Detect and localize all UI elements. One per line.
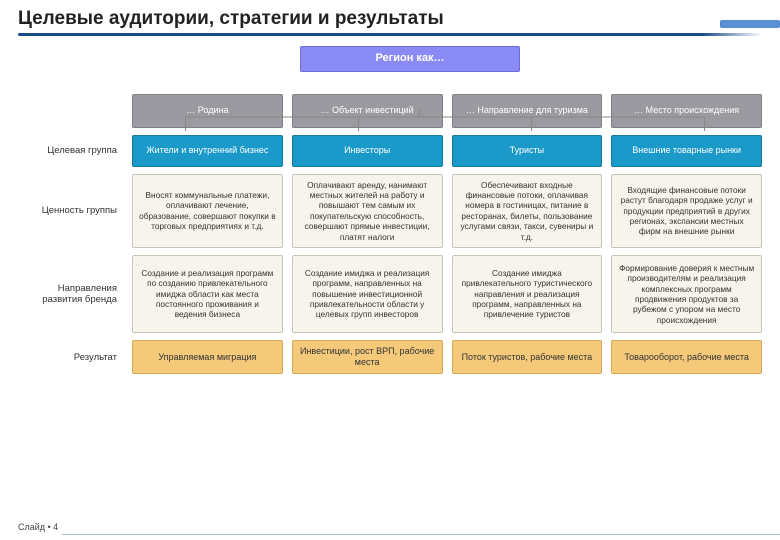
target-3: Внешние товарные рынки <box>611 135 762 167</box>
title-bar: Целевые аудитории, стратегии и результат… <box>0 0 780 40</box>
target-0: Жители и внутренний бизнес <box>132 135 283 167</box>
result-1: Инвестиции, рост ВРП, рабочие места <box>292 340 443 375</box>
value-3: Входящие финансовые потоки растут благод… <box>611 174 762 248</box>
root-box: Регион как… <box>300 46 520 72</box>
row-label-value: Ценность группы <box>18 174 123 248</box>
page-title: Целевые аудитории, стратегии и результат… <box>18 8 762 30</box>
footer-line <box>62 534 780 536</box>
slide-footer: Слайд • 4 <box>18 522 58 532</box>
col-head-0: … Родина <box>132 94 283 128</box>
col-head-1: … Объект инвестиций <box>292 94 443 128</box>
col-head-2: … Направление для туризма <box>452 94 603 128</box>
value-0: Вносят коммунальные платежи, оплачивают … <box>132 174 283 248</box>
row-label-target: Целевая группа <box>18 135 123 167</box>
result-3: Товарооборот, рабочие места <box>611 340 762 375</box>
top-accent-bar <box>720 20 780 28</box>
content-area: Регион как… … Родина … Объект инвестиций… <box>0 40 780 374</box>
result-0: Управляемая миграция <box>132 340 283 375</box>
direction-2: Создание имиджа привлекательного туристи… <box>452 255 603 333</box>
title-underline <box>18 33 762 36</box>
row-label-head <box>18 94 123 128</box>
row-label-direction: Направления развития бренда <box>18 255 123 333</box>
value-1: Оплачивают аренду, нанимают местных жите… <box>292 174 443 248</box>
target-1: Инвесторы <box>292 135 443 167</box>
direction-1: Создание имиджа и реализация программ, н… <box>292 255 443 333</box>
direction-0: Создание и реализация программ по создан… <box>132 255 283 333</box>
target-2: Туристы <box>452 135 603 167</box>
direction-3: Формирование доверия к местным производи… <box>611 255 762 333</box>
result-2: Поток туристов, рабочие места <box>452 340 603 375</box>
value-2: Обеспечивают входные финансовые потоки, … <box>452 174 603 248</box>
col-head-3: … Место происхождения <box>611 94 762 128</box>
row-label-result: Результат <box>18 340 123 375</box>
root-wrap: Регион как… <box>18 46 762 72</box>
matrix-grid: … Родина … Объект инвестиций … Направлен… <box>18 94 762 375</box>
